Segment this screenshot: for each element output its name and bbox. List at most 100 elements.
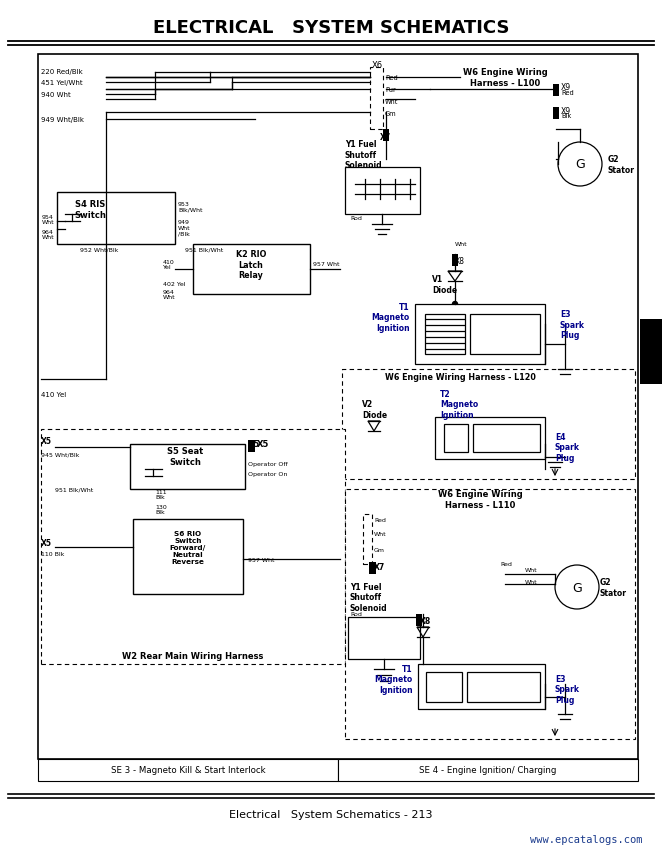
Text: 957 Wht: 957 Wht [248,557,275,562]
Bar [38,759,338,781]
Text: 111
Blk: 111 Blk [155,489,167,500]
Text: ELECTRICAL   SYSTEM SCHEMATICS: ELECTRICAL SYSTEM SCHEMATICS [153,19,509,37]
Text: S4 RIS
Switch: S4 RIS Switch [74,200,106,219]
Text: X5: X5 [248,440,260,449]
Text: Pur: Pur [385,87,396,93]
Text: 952 Wht/Blk: 952 Wht/Blk [80,247,118,252]
Text: Operator On: Operator On [248,472,287,477]
Bar [383,130,389,142]
Circle shape [555,566,599,609]
Text: 410
Yel: 410 Yel [163,259,175,270]
Text: T2
Magneto
Ignition: T2 Magneto Ignition [440,390,478,420]
Bar [553,107,559,120]
Text: G: G [572,581,582,594]
Text: Y1 Fuel
Shutoff
Solenoid: Y1 Fuel Shutoff Solenoid [350,583,388,612]
Text: Rod: Rod [350,215,362,220]
Text: X8: X8 [455,258,465,266]
Text: 402 Yel: 402 Yel [163,282,185,287]
Text: 951 Blk/Wht: 951 Blk/Wht [185,247,223,252]
Text: V1
Diode: V1 Diode [432,275,457,294]
Text: K2 RIO
Latch
Relay: K2 RIO Latch Relay [236,250,266,280]
Bar [348,618,420,659]
Text: X9: X9 [561,84,571,92]
Text: 954
Wht: 954 Wht [42,214,55,225]
Text: 949
Wht
/Blk: 949 Wht /Blk [178,219,191,236]
Text: 951 Blk/Wht: 951 Blk/Wht [55,487,93,492]
Text: www.epcatalogs.com: www.epcatalogs.com [530,834,643,844]
Circle shape [558,142,602,187]
Text: 220 Red/Blk: 220 Red/Blk [41,69,83,75]
Bar [342,369,635,479]
Text: Blk: Blk [561,113,571,119]
Text: Electrical   System Schematics - 213: Electrical System Schematics - 213 [229,809,433,819]
Text: X5: X5 [257,440,269,449]
Bar [372,75,377,81]
Text: G2
Stator: G2 Stator [608,155,635,175]
Bar [338,759,638,781]
Text: Gm: Gm [385,111,397,117]
Bar [467,672,540,702]
Text: X7: X7 [380,133,391,142]
Text: X8: X8 [420,617,431,626]
Text: Red: Red [385,75,398,81]
Bar [365,544,370,553]
Bar [41,430,345,664]
Bar [435,417,545,460]
Text: 964
Wht: 964 Wht [42,229,55,240]
Text: X5: X5 [41,538,52,547]
Text: W2 Rear Main Wiring Harness: W2 Rear Main Wiring Harness [122,652,263,661]
Text: E3
Spark
Plug: E3 Spark Plug [555,675,580,704]
Bar [473,425,540,452]
Bar [640,320,662,385]
Text: Red: Red [374,517,386,522]
Text: 953
Blk/Wht: 953 Blk/Wht [178,201,203,212]
Text: V2
Diode: V2 Diode [362,400,387,419]
Text: Wht: Wht [385,99,399,105]
Text: 130
Blk: 130 Blk [155,504,167,515]
Text: 940 Wht: 940 Wht [41,92,71,98]
Bar [363,514,372,565]
Text: X7: X7 [374,563,385,572]
Bar [372,99,377,105]
Bar [372,111,377,117]
Text: T1
Magneto
Ignition: T1 Magneto Ignition [375,664,413,694]
Bar [415,305,545,364]
Text: Red: Red [500,562,512,567]
Text: 964
Wht: 964 Wht [163,289,175,300]
Bar [452,255,458,267]
Bar [425,315,465,355]
Bar [365,532,370,540]
Bar [369,562,376,574]
Text: W6 Engine Wiring
Harness - L100: W6 Engine Wiring Harness - L100 [463,68,547,88]
Text: S5 Seat
Switch: S5 Seat Switch [167,447,203,466]
Bar [553,85,559,97]
Text: Operator Off: Operator Off [248,462,287,467]
Text: G2
Stator: G2 Stator [600,577,627,597]
Text: 949 Wht/Blk: 949 Wht/Blk [41,117,84,123]
Bar [426,672,462,702]
Text: Rod: Rod [350,612,362,617]
Bar [193,245,310,294]
Text: E4
Spark
Plug: E4 Spark Plug [555,432,580,462]
Bar [345,490,635,740]
Bar [372,87,377,93]
Text: X9: X9 [561,107,571,115]
Bar [130,444,245,490]
Text: Red: Red [561,90,574,96]
Bar [370,68,383,130]
Text: T1
Magneto
Ignition: T1 Magneto Ignition [372,303,410,333]
Text: E3
Spark
Plug: E3 Spark Plug [560,310,585,339]
Text: G: G [575,159,585,171]
Bar [38,55,638,759]
Bar [57,193,175,245]
Text: Y1 Fuel
Shutoff
Solenoid: Y1 Fuel Shutoff Solenoid [345,140,383,170]
Text: SE 3 - Magneto Kill & Start Interlock: SE 3 - Magneto Kill & Start Interlock [111,766,265,775]
Bar [444,425,468,452]
Bar [133,519,243,595]
Circle shape [453,302,457,307]
Text: Wht: Wht [455,242,467,247]
Text: 957 Wht: 957 Wht [313,262,340,267]
Text: W6 Engine Wiring Harness - L120: W6 Engine Wiring Harness - L120 [385,373,536,382]
Text: Wht: Wht [525,579,538,583]
Bar [418,664,545,709]
